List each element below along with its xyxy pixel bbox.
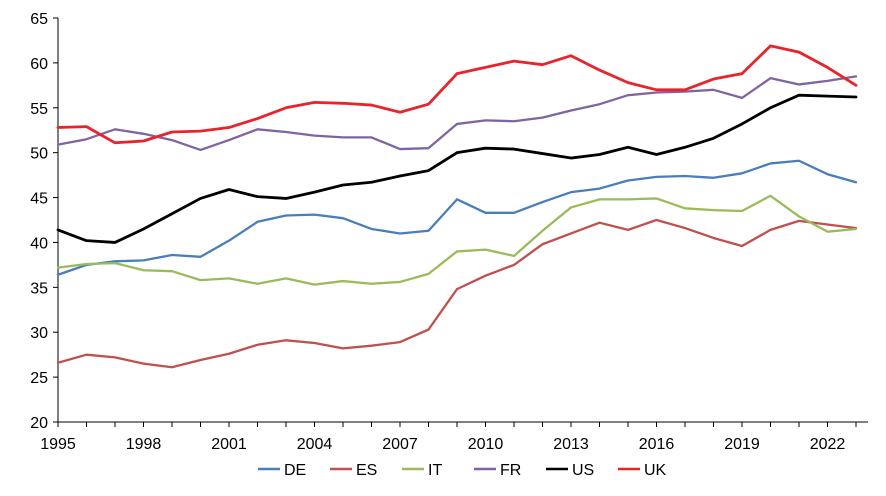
series-line-de <box>56 159 858 276</box>
x-tick-label: 1995 <box>40 436 76 453</box>
y-tick-label: 20 <box>30 415 48 432</box>
legend: DE ES IT FR US UK <box>258 462 667 479</box>
y-tick-label: 50 <box>30 146 48 163</box>
legend-label-es: ES <box>356 462 377 479</box>
y-tick-label: 60 <box>30 56 48 73</box>
series-line-uk <box>56 44 858 145</box>
legend-label-de: DE <box>284 462 306 479</box>
series-line-us <box>56 93 858 244</box>
y-tick-label: 55 <box>30 101 48 118</box>
y-axis-ticks: 20 25 30 35 40 45 50 55 60 65 <box>30 11 58 432</box>
x-axis: 1995 1998 2001 2004 2007 2010 2013 2016 2019 2022 <box>40 421 868 453</box>
series-line-it <box>56 194 858 286</box>
x-tick-label: 2004 <box>297 436 333 453</box>
y-tick-label: 40 <box>30 235 48 252</box>
legend-label-it: IT <box>428 462 442 479</box>
legend-label-fr: FR <box>500 462 521 479</box>
x-tick-label: 2013 <box>553 436 589 453</box>
x-tick-label: 2001 <box>211 436 247 453</box>
y-tick-label: 30 <box>30 325 48 342</box>
y-tick-label: 25 <box>30 370 48 387</box>
x-tick-label: 2016 <box>639 436 675 453</box>
x-tick-label: 2010 <box>468 436 504 453</box>
series-line-fr <box>56 75 858 152</box>
x-tick-label: 1998 <box>126 436 162 453</box>
x-tick-label: 2022 <box>810 436 846 453</box>
x-tick-label: 2007 <box>382 436 418 453</box>
series-line-es <box>56 218 858 369</box>
x-tick-label: 2019 <box>724 436 760 453</box>
legend-label-us: US <box>572 462 594 479</box>
y-tick-label: 65 <box>30 11 48 28</box>
y-tick-label: 35 <box>30 280 48 297</box>
legend-label-uk: UK <box>644 462 667 479</box>
series-layer <box>56 44 858 369</box>
y-tick-label: 45 <box>30 191 48 208</box>
